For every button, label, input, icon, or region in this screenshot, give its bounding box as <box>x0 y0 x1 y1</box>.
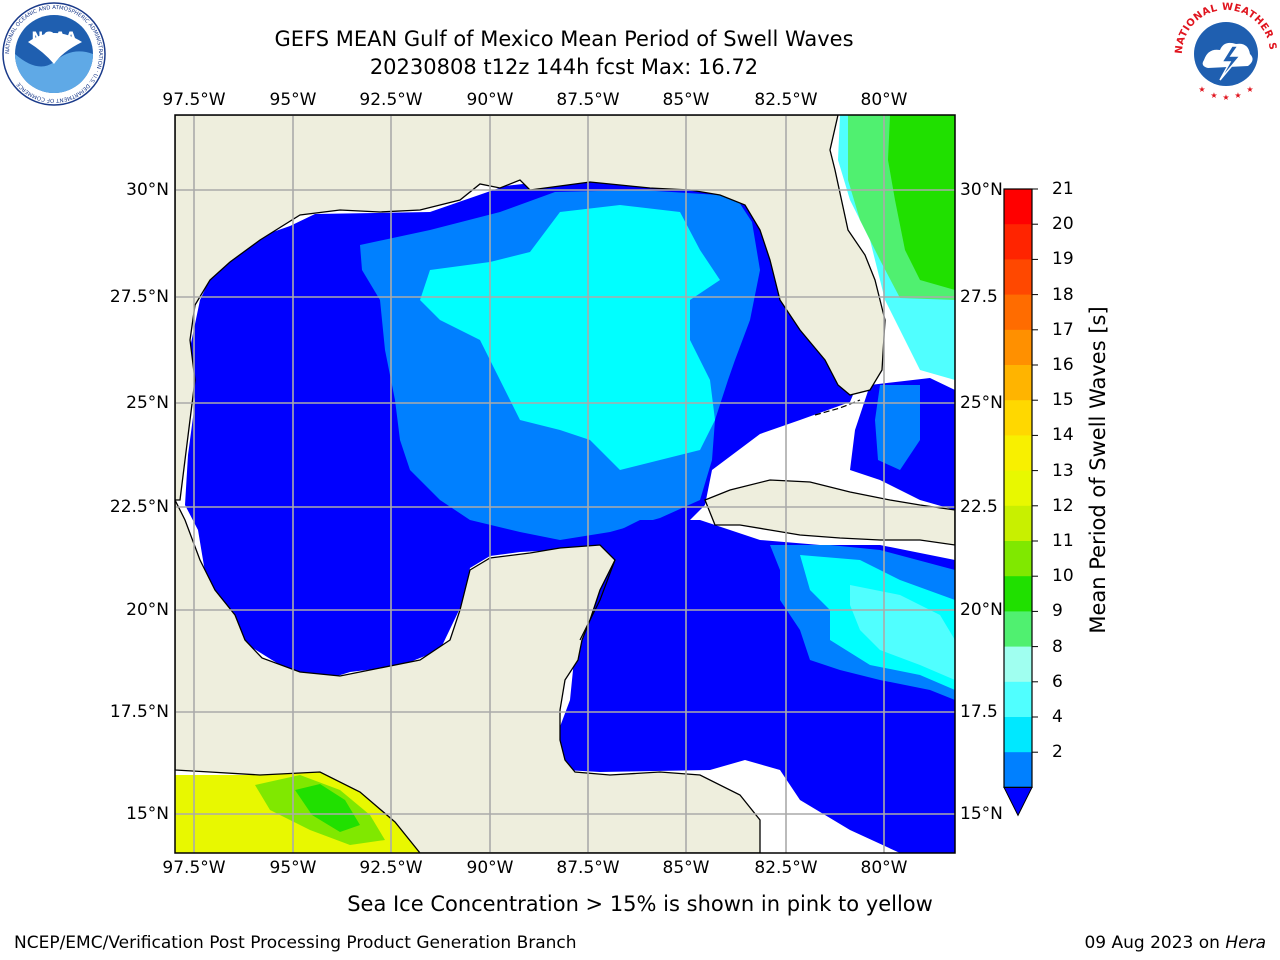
lat-tick-right: 20°N <box>960 600 1003 620</box>
lat-tick-left: 15°N <box>126 804 169 824</box>
lat-tick-left: 17.5°N <box>109 702 169 722</box>
colorbar-segment <box>1004 646 1032 683</box>
lat-tick-right: 25°N <box>960 393 1003 413</box>
colorbar-tick-label: 9 <box>1052 601 1063 622</box>
colorbar-frame <box>1003 188 1033 789</box>
lat-tick-left: 25°N <box>126 393 169 413</box>
noaa-wordmark: NOAA <box>32 30 77 46</box>
lon-tick-top: 92.5°W <box>359 90 423 110</box>
lat-tick-right: 15°N <box>960 804 1003 824</box>
colorbar-tick-label: 16 <box>1052 355 1074 375</box>
lon-tick-top: 80°W <box>860 90 908 110</box>
lon-tick-bottom: 95°W <box>269 858 317 878</box>
svg-text:★: ★ <box>1246 85 1253 94</box>
lon-tick-bottom: 90°W <box>466 858 514 878</box>
lon-tick-top: 97.5°W <box>162 90 226 110</box>
lat-tick-right: 30°N <box>960 180 1003 200</box>
caribbean-field-6-8 <box>850 585 955 680</box>
colorbar-tick-label: 19 <box>1052 249 1074 270</box>
colorbar-tick-label: 4 <box>1052 707 1063 727</box>
colorbar-segment <box>1004 400 1032 436</box>
land-cuba <box>704 479 955 546</box>
lat-tick-left: 20°N <box>126 600 169 620</box>
colorbar-segment <box>1004 505 1032 542</box>
plot-frame <box>174 114 956 854</box>
lon-tick-bottom: 92.5°W <box>359 858 423 878</box>
lon-tick-bottom: 82.5°W <box>754 858 818 878</box>
land-yucatan-north-coast <box>579 559 616 641</box>
colorbar-tick-label: 12 <box>1052 495 1074 516</box>
colorbar-tick-label: 18 <box>1052 284 1074 305</box>
lon-tick-bottom: 87.5°W <box>556 858 620 878</box>
colorbar-tick-label: 15 <box>1052 390 1074 411</box>
colorbar-tick-label: 21 <box>1052 179 1074 199</box>
colorbar-tick-label: 2 <box>1052 742 1063 763</box>
credit-date: 09 Aug 2023 on Hera <box>1084 933 1266 953</box>
colorbar-segment <box>1004 681 1032 718</box>
lon-tick-bottom: 85°W <box>662 858 710 878</box>
lon-tick-top: 85°W <box>662 90 710 110</box>
colorbar-tick-label: 20 <box>1052 214 1074 235</box>
graticule <box>175 115 955 853</box>
lon-tick-top: 82.5°W <box>754 90 818 110</box>
svg-text:★: ★ <box>1198 85 1205 94</box>
colorbar-tick-label: 10 <box>1052 566 1074 587</box>
lon-tick-top: 87.5°W <box>556 90 620 110</box>
colorbar-segment <box>1004 611 1032 648</box>
colorbar-segment <box>1004 365 1032 401</box>
colorbar-segment <box>1004 470 1032 507</box>
svg-text:★: ★ <box>1222 93 1229 102</box>
colorbar-segment <box>1004 435 1032 472</box>
colorbar-segment <box>1004 329 1032 366</box>
colorbar-segment <box>1004 752 1032 788</box>
colorbar-tick-label: 14 <box>1052 425 1074 446</box>
colorbar-tick-label: 17 <box>1052 319 1074 340</box>
lat-tick-left: 27.5°N <box>109 287 169 307</box>
svg-text:★: ★ <box>1234 91 1241 100</box>
sea-ice-footnote: Sea Ice Concentration > 15% is shown in … <box>347 892 933 916</box>
colorbar-extend-triangle <box>1003 786 1033 817</box>
lon-tick-bottom: 97.5°W <box>162 858 226 878</box>
colorbar-segment <box>1004 576 1032 612</box>
colorbar-tick-label: 13 <box>1052 460 1074 481</box>
lat-tick-right: 27.5 <box>960 287 998 307</box>
colorbar-tick-label: 11 <box>1052 531 1074 551</box>
credit-date-text: 09 Aug 2023 on <box>1084 933 1226 953</box>
colorbar-segment <box>1004 294 1032 331</box>
lon-tick-bottom: 80°W <box>860 858 908 878</box>
colorbar-segment <box>1004 189 1032 225</box>
bahamas-field-2-4 <box>875 385 920 470</box>
colorbar-segment <box>1004 717 1032 753</box>
lat-tick-left: 22.5°N <box>109 497 169 517</box>
chart-title: GEFS MEAN Gulf of Mexico Mean Period of … <box>274 27 854 51</box>
pacific-field-10-11 <box>295 784 360 832</box>
credit-machine: Hera <box>1225 933 1266 953</box>
colorbar-label: Mean Period of Swell Waves [s] <box>1086 306 1110 634</box>
credit-org: NCEP/EMC/Verification Post Processing Pr… <box>14 933 577 953</box>
noaa-logo: NATIONAL OCEANIC AND ATMOSPHERIC ADMINIS… <box>2 2 106 106</box>
nws-logo: NATIONAL WEATHER SERVICE ★★★ ★★ <box>1174 2 1277 105</box>
colorbar <box>1003 188 1038 817</box>
lat-tick-right: 22.5 <box>960 497 998 517</box>
lat-tick-left: 30°N <box>126 180 169 200</box>
lat-tick-right: 17.5 <box>960 702 998 722</box>
colorbar-segment <box>1004 224 1032 260</box>
lon-tick-top: 90°W <box>466 90 514 110</box>
colorbar-tick-label: 8 <box>1052 636 1063 657</box>
atlantic-field-10-11 <box>888 115 955 290</box>
svg-text:★: ★ <box>1210 91 1217 100</box>
chart-subtitle: 20230808 t12z 144h fcst Max: 16.72 <box>369 55 759 79</box>
colorbar-tick-label: 6 <box>1052 671 1063 692</box>
colorbar-segment <box>1004 541 1032 577</box>
colorbar-segment <box>1004 259 1032 296</box>
lon-tick-top: 95°W <box>269 90 317 110</box>
